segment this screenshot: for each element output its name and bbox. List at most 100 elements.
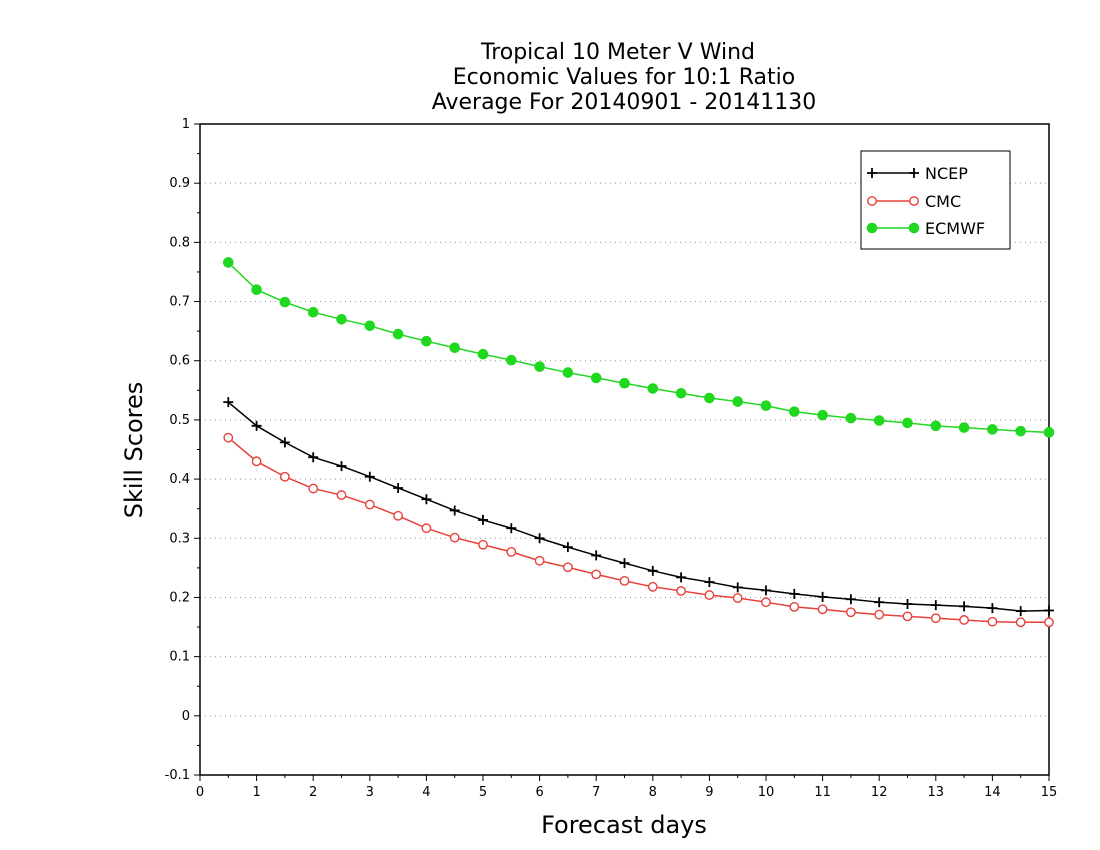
- ncep-point: [619, 558, 630, 569]
- ecmwf-point: [506, 354, 517, 366]
- cmc-point: [223, 432, 234, 443]
- cmc-point: [647, 581, 658, 592]
- ecmwf-point: [392, 328, 404, 340]
- ecmwf-point: [251, 284, 262, 296]
- x-tick-label: 8: [649, 785, 657, 800]
- y-axis-label: Skill Scores: [120, 382, 148, 519]
- ecmwf-point: [647, 383, 659, 394]
- y-tick-label: 0.4: [169, 472, 190, 487]
- ncep-point: [478, 514, 488, 525]
- cmc-point: [817, 604, 828, 615]
- ncep-point: [704, 577, 715, 588]
- x-tick-label: 5: [479, 785, 487, 800]
- x-tick-label: 15: [1041, 785, 1058, 800]
- ecmwf-line: [227, 261, 1050, 434]
- cmc-point: [336, 490, 347, 500]
- ncep-point: [817, 591, 828, 602]
- x-tick-label: 9: [705, 785, 713, 800]
- cmc-point: [761, 597, 771, 608]
- ecmwf-point: [675, 387, 687, 399]
- ncep-point: [987, 603, 998, 614]
- title-line-3: Average For 20140901 - 20141130: [432, 90, 817, 115]
- x-tick-label: 0: [196, 785, 204, 800]
- ecmwf-point: [1015, 425, 1027, 437]
- x-tick-label: 6: [535, 785, 543, 800]
- ncep-point: [393, 482, 404, 493]
- series-ecmwf: [223, 257, 1055, 438]
- cmc-point: [732, 593, 743, 603]
- y-tick-label: 0: [182, 709, 190, 724]
- ecmwf-point: [732, 396, 744, 407]
- ncep-point: [591, 550, 602, 561]
- cmc-point: [874, 609, 885, 620]
- cmc-point: [506, 546, 517, 557]
- ecmwf-point: [1043, 427, 1055, 438]
- cmc-point: [789, 602, 800, 612]
- cmc-point: [676, 586, 686, 596]
- ncep-point: [902, 598, 913, 609]
- cmc-point: [1044, 617, 1054, 628]
- ecmwf-point: [817, 409, 828, 421]
- ncep-point: [874, 597, 885, 608]
- cmc-point: [421, 523, 432, 534]
- y-tick-label: 0.3: [169, 531, 190, 546]
- ecmwf-point: [930, 420, 942, 432]
- legend-marker-cmc: [867, 196, 877, 206]
- legend-item-ecmwf: ECMWF: [866, 219, 985, 238]
- x-tick-label: 10: [758, 785, 775, 800]
- cmc-point: [987, 616, 998, 627]
- ecmwf-point: [223, 257, 234, 268]
- ncep-point: [930, 600, 941, 611]
- cmc-point: [308, 483, 319, 494]
- ncep-point: [789, 588, 800, 599]
- y-tick-label: 0.6: [169, 354, 190, 369]
- ecmwf-point: [760, 400, 772, 412]
- ecmwf-point: [562, 367, 574, 378]
- axes: -0.100.10.20.30.40.50.60.70.80.910 1 2 3 4 5 6…: [165, 117, 1058, 800]
- y-tick-label: -0.1: [165, 768, 190, 783]
- x-tick-label: 3: [366, 785, 374, 800]
- legend-box: [860, 150, 1011, 250]
- cmc-point: [846, 607, 856, 618]
- cmc-point: [364, 499, 375, 510]
- cmc-point: [478, 539, 488, 550]
- cmc-point: [449, 532, 460, 543]
- legend-marker-ncep: [909, 168, 919, 178]
- legend-marker-ecmwf: [866, 222, 878, 234]
- x-tick-label: 13: [928, 785, 945, 800]
- grid-lines: [200, 182, 1049, 717]
- y-tick-label: 0.2: [169, 590, 190, 605]
- y-tick-label: 0.9: [169, 176, 190, 191]
- y-tick-label: 0.7: [169, 295, 190, 310]
- ncep-point: [506, 523, 517, 534]
- legend-item-cmc: CMC: [867, 192, 961, 211]
- y-tick-label: 1: [182, 117, 190, 132]
- ncep-point: [959, 601, 970, 612]
- ecmwf-point: [958, 422, 970, 433]
- ecmwf-point: [590, 372, 602, 384]
- ncep-line: [227, 401, 1050, 612]
- ecmwf-point: [307, 306, 319, 318]
- ncep-point: [1044, 605, 1054, 616]
- series-layer: [223, 257, 1055, 628]
- ncep-point: [761, 585, 771, 596]
- ecmwf-point: [477, 348, 489, 360]
- ecmwf-point: [619, 377, 630, 389]
- ecmwf-point: [534, 361, 545, 372]
- cmc-point: [619, 575, 630, 586]
- ecmwf-point: [421, 335, 432, 347]
- x-tick-label: 14: [984, 785, 1001, 800]
- ncep-point: [364, 471, 375, 482]
- cmc-point: [393, 510, 403, 521]
- ecmwf-point: [789, 406, 800, 417]
- title-line-2: Economic Values for 10:1 Ratio: [453, 65, 795, 90]
- ncep-point: [845, 594, 856, 605]
- legend: NCEP CMC ECMWF: [860, 150, 1011, 250]
- ecmwf-point: [449, 342, 461, 354]
- ecmwf-point: [336, 314, 347, 325]
- ecmwf-point: [704, 392, 715, 404]
- y-tick-label: 0.1: [169, 650, 190, 665]
- legend-marker-cmc: [909, 196, 919, 206]
- ncep-point: [308, 452, 319, 463]
